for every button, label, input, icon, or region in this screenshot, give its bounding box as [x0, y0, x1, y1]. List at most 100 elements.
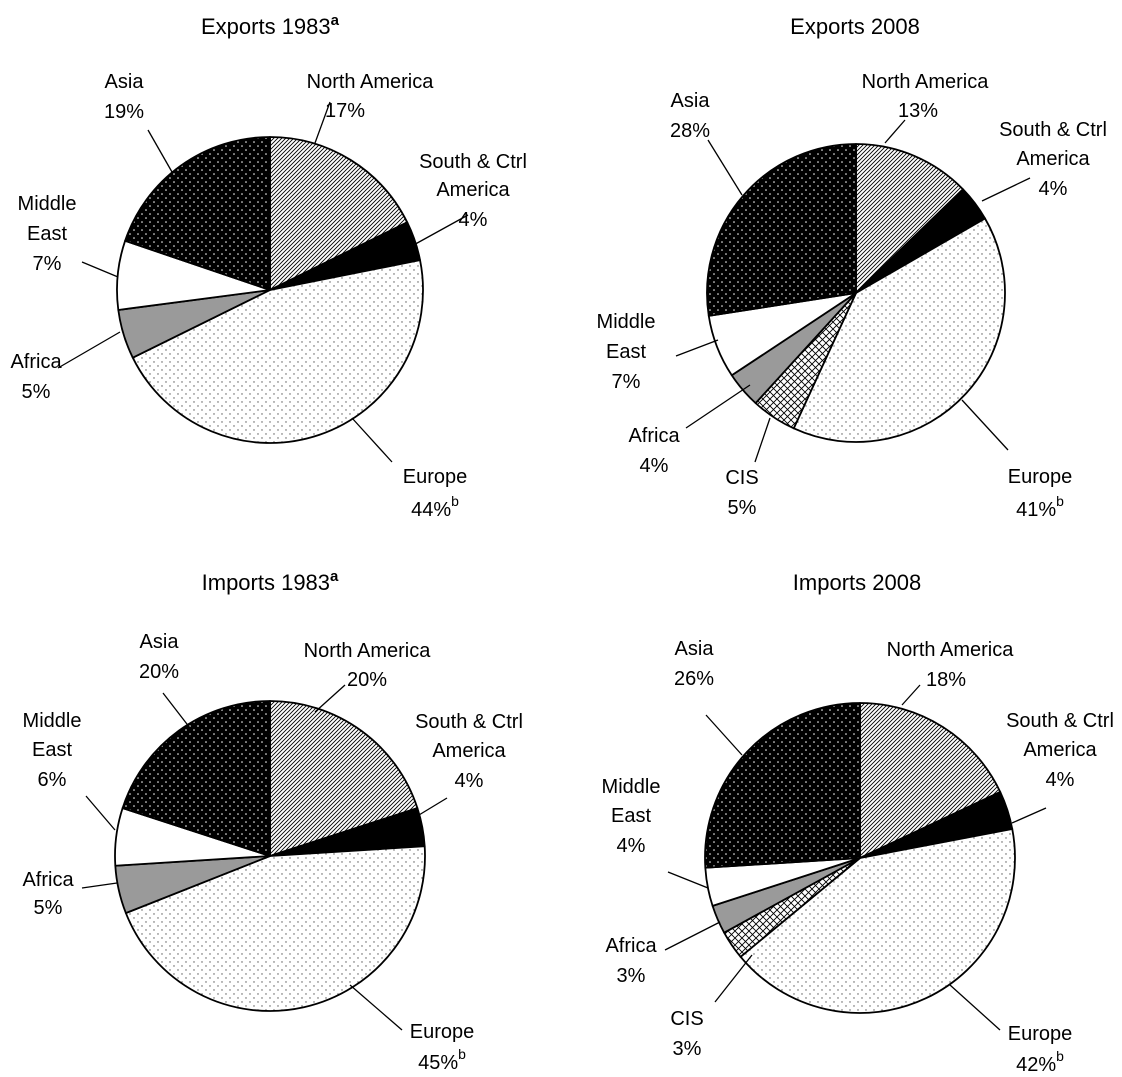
svg-text:Africa: Africa	[10, 351, 62, 373]
svg-text:13%: 13%	[898, 100, 938, 122]
svg-text:17%: 17%	[325, 100, 365, 122]
slice-label-middle-east: Middle East 4%	[602, 776, 709, 889]
chart-imports-1983: Imports 1983a North America 20% South & …	[22, 568, 522, 1074]
chart-title: Exports 1983a	[201, 12, 340, 39]
svg-text:4%: 4%	[617, 835, 646, 857]
pie-slice-asia	[121, 700, 271, 857]
slice-label-middle-east: Middle East 7%	[18, 193, 119, 278]
svg-text:North America: North America	[862, 71, 990, 93]
svg-text:East: East	[27, 223, 67, 245]
svg-text:4%: 4%	[459, 209, 488, 231]
svg-text:Asia: Asia	[105, 71, 145, 93]
svg-text:East: East	[606, 341, 646, 363]
svg-text:3%: 3%	[617, 965, 646, 987]
svg-text:7%: 7%	[612, 371, 641, 393]
svg-text:42%b: 42%b	[1016, 1048, 1064, 1076]
pie-slice-north-america	[269, 136, 409, 291]
pie-slice-north-america	[859, 702, 1002, 859]
slice-label-europe: Europe 42%b	[949, 984, 1073, 1076]
pie-slice-europe	[131, 259, 424, 444]
svg-text:Europe: Europe	[403, 466, 468, 488]
svg-text:5%: 5%	[34, 897, 63, 919]
svg-text:North America: North America	[887, 639, 1015, 661]
svg-text:America: America	[1016, 148, 1090, 170]
svg-text:7%: 7%	[33, 253, 62, 275]
svg-text:20%: 20%	[347, 669, 387, 691]
svg-text:Africa: Africa	[22, 869, 74, 891]
slice-label-south-ctrl-america: South & Ctrl America 4%	[981, 119, 1107, 202]
svg-text:America: America	[436, 179, 510, 201]
svg-text:Asia: Asia	[140, 631, 180, 653]
slice-label-asia: Asia 19%	[104, 71, 173, 173]
svg-text:Middle: Middle	[602, 776, 661, 798]
pie-slice-asia	[706, 143, 857, 317]
slice-label-south-ctrl-america: South & Ctrl America 4%	[413, 711, 523, 819]
svg-text:4%: 4%	[640, 455, 669, 477]
svg-text:Middle: Middle	[23, 710, 82, 732]
pie-slice-europe	[792, 217, 1006, 443]
chart-exports-2008: Exports 2008 North America 13% South & C…	[597, 14, 1107, 521]
svg-text:South & Ctrl: South & Ctrl	[419, 151, 527, 173]
slice-label-cis: CIS 3%	[670, 954, 753, 1060]
svg-text:6%: 6%	[38, 769, 67, 791]
svg-text:America: America	[432, 740, 506, 762]
pie-slice-asia	[124, 136, 271, 291]
svg-text:28%: 28%	[670, 120, 710, 142]
svg-text:45%b: 45%b	[418, 1046, 466, 1074]
pie-slice-europe	[739, 828, 1016, 1014]
svg-text:East: East	[611, 805, 651, 827]
chart-imports-2008: Imports 2008 North America 18% South & C…	[602, 570, 1114, 1076]
svg-text:South & Ctrl: South & Ctrl	[999, 119, 1107, 141]
svg-text:North America: North America	[307, 71, 435, 93]
svg-text:4%: 4%	[455, 770, 484, 792]
svg-text:26%: 26%	[674, 668, 714, 690]
svg-text:4%: 4%	[1046, 769, 1075, 791]
slice-label-asia: Asia 20%	[139, 631, 191, 729]
svg-text:Europe: Europe	[1008, 1023, 1073, 1045]
svg-text:South & Ctrl: South & Ctrl	[415, 711, 523, 733]
slice-label-europe: Europe 45%b	[349, 984, 475, 1074]
slice-label-asia: Asia 26%	[674, 638, 743, 756]
svg-text:Europe: Europe	[410, 1021, 475, 1043]
svg-text:3%: 3%	[673, 1038, 702, 1060]
chart-title: Imports 2008	[793, 570, 921, 595]
svg-text:Middle: Middle	[597, 311, 656, 333]
svg-text:44%b: 44%b	[411, 493, 459, 521]
svg-text:Middle: Middle	[18, 193, 77, 215]
slice-label-middle-east: Middle East 6%	[23, 710, 116, 831]
svg-text:Africa: Africa	[628, 425, 680, 447]
svg-text:Africa: Africa	[605, 935, 657, 957]
pie-slice-north-america	[855, 143, 964, 294]
svg-text:5%: 5%	[22, 381, 51, 403]
pie-slice-europe	[124, 845, 426, 1012]
chart-title: Imports 1983a	[202, 568, 339, 595]
svg-text:41%b: 41%b	[1016, 493, 1064, 521]
pie-slice-north-america	[269, 700, 419, 857]
slice-label-africa: Africa 3%	[605, 921, 721, 987]
slice-label-europe: Europe 44%b	[351, 417, 468, 521]
slice-label-south-ctrl-america: South & Ctrl America 4%	[409, 151, 527, 248]
svg-text:CIS: CIS	[670, 1008, 703, 1030]
slice-label-europe: Europe 41%b	[961, 399, 1072, 521]
svg-text:20%: 20%	[139, 661, 179, 683]
chart-title: Exports 2008	[790, 14, 920, 39]
slice-label-middle-east: Middle East 7%	[597, 311, 719, 393]
svg-text:CIS: CIS	[725, 467, 758, 489]
svg-text:18%: 18%	[926, 669, 966, 691]
svg-text:Asia: Asia	[675, 638, 715, 660]
svg-text:America: America	[1023, 739, 1097, 761]
slice-label-africa: Africa 5%	[10, 331, 121, 403]
slice-label-north-america: North America 17%	[307, 71, 435, 144]
svg-text:East: East	[32, 739, 72, 761]
svg-text:4%: 4%	[1039, 178, 1068, 200]
svg-text:5%: 5%	[728, 497, 757, 519]
slice-label-asia: Asia 28%	[670, 90, 743, 196]
chart-exports-1983: Exports 1983a North America 17% South & …	[10, 12, 526, 521]
pie-slice-asia	[704, 702, 861, 869]
svg-text:South & Ctrl: South & Ctrl	[1006, 710, 1114, 732]
slice-label-north-america: North America 20%	[304, 640, 431, 713]
slice-label-africa: Africa 5%	[22, 869, 118, 919]
slice-label-north-america: North America 13%	[862, 71, 990, 144]
slice-label-africa: Africa 4%	[628, 384, 751, 477]
